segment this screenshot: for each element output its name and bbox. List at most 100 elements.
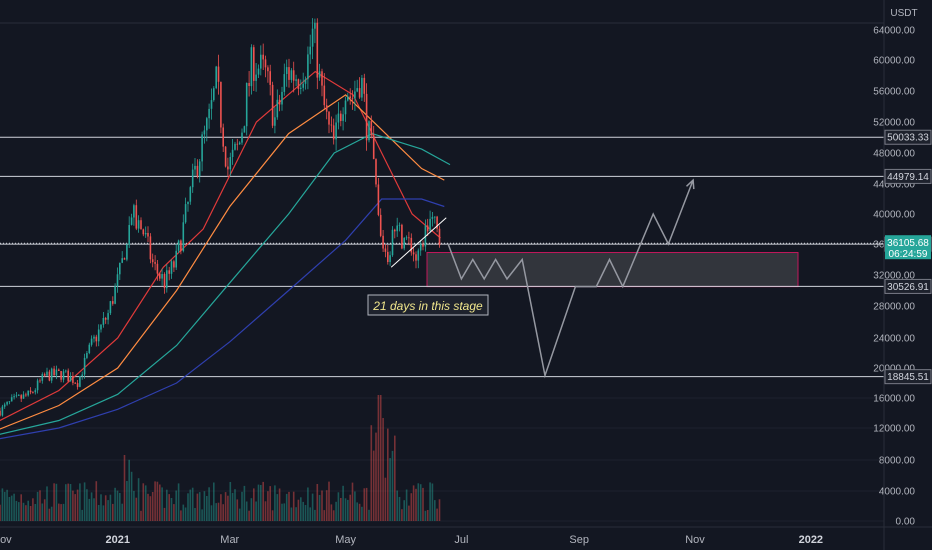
volume-bar xyxy=(391,450,394,521)
y-tick-label: 4000.00 xyxy=(879,487,916,498)
volume-bar xyxy=(86,489,88,521)
volume-bar xyxy=(278,488,281,521)
volume-bar xyxy=(116,490,119,521)
volume-bar xyxy=(137,478,140,521)
candle-body xyxy=(27,390,29,396)
annotation-text: 21 days in this stage xyxy=(372,299,483,313)
candle-body xyxy=(121,258,123,263)
candle-body xyxy=(340,113,342,121)
time-axis[interactable]: Nov 2021 Mar May Jul Sep Nov 2022 xyxy=(0,526,932,546)
volume-bar xyxy=(387,428,389,521)
volume-bar xyxy=(50,506,53,521)
volume-bar xyxy=(107,500,109,521)
y-tick-label: 52000.00 xyxy=(873,118,915,129)
volume-bar xyxy=(271,510,274,521)
candle-body xyxy=(90,338,93,345)
volume-bar xyxy=(180,510,182,521)
candle-body xyxy=(274,117,276,126)
volume-bar xyxy=(175,490,177,521)
volume-bar xyxy=(384,477,387,521)
level-label: 18845.51 xyxy=(887,372,929,383)
volume-bar xyxy=(257,484,260,521)
projection-path[interactable] xyxy=(447,179,694,379)
candle-body xyxy=(243,126,246,133)
candle-body xyxy=(335,122,337,140)
candle-body xyxy=(288,67,290,80)
candle-body xyxy=(438,228,441,246)
volume-bar xyxy=(318,495,321,521)
candle-body xyxy=(1,406,4,416)
candle-body xyxy=(426,225,429,232)
volume-bar xyxy=(206,496,208,521)
volume-bar xyxy=(347,499,349,521)
candle-body xyxy=(22,394,25,399)
level-label: 50033.33 xyxy=(887,133,929,144)
candle-body xyxy=(206,118,208,131)
volume-bar xyxy=(285,493,288,521)
candle-body xyxy=(196,165,199,176)
candle-body xyxy=(410,237,413,253)
volume-bar xyxy=(88,498,91,521)
candle-body xyxy=(203,130,206,135)
candle-body xyxy=(161,274,163,279)
x-tick-label: Mar xyxy=(220,534,239,546)
volume-bar xyxy=(253,488,255,521)
candle-body xyxy=(119,262,121,275)
candle-body xyxy=(349,96,351,99)
candle-body xyxy=(396,225,398,232)
candle-body xyxy=(79,376,81,387)
volume-bar xyxy=(243,485,246,521)
candle-body xyxy=(142,229,145,235)
candle-body xyxy=(419,244,422,251)
candle-body xyxy=(175,250,177,268)
volume-bar xyxy=(95,481,98,521)
candle-body xyxy=(53,368,55,376)
volume-bar xyxy=(177,483,180,521)
candle-body xyxy=(173,261,175,268)
support-zone xyxy=(426,252,799,288)
candle-body xyxy=(144,233,147,235)
candle-body xyxy=(208,108,210,119)
candle-body xyxy=(201,134,203,162)
volume-bar xyxy=(67,483,69,521)
volume-bar xyxy=(281,503,283,521)
candle-body xyxy=(194,165,196,170)
y-tick-label: 20000.00 xyxy=(873,364,915,375)
candle-body xyxy=(133,205,135,218)
volume-bar xyxy=(255,501,257,521)
volume-bar xyxy=(130,471,133,521)
volume-bar xyxy=(424,510,427,521)
volume-bar xyxy=(410,493,413,521)
candle-body xyxy=(114,286,116,304)
grid xyxy=(0,22,884,522)
candle-body xyxy=(128,225,130,245)
candle-body xyxy=(250,47,253,87)
price-axis[interactable]: 64000.00 60000.00 56000.00 52000.00 48000.00… xyxy=(873,0,915,550)
trend-line[interactable] xyxy=(390,217,447,268)
candle-body xyxy=(116,274,119,287)
candle-body xyxy=(351,98,354,100)
candle-body xyxy=(168,270,170,274)
candle-body xyxy=(191,169,194,188)
candle-body xyxy=(147,233,149,237)
candle-body xyxy=(375,159,377,185)
candle-body xyxy=(311,28,314,47)
volume-bar xyxy=(321,490,323,521)
volume-bar xyxy=(405,489,408,521)
candle-body xyxy=(262,54,264,60)
candle-body xyxy=(365,93,368,141)
candle-body xyxy=(224,146,227,167)
volume-bar xyxy=(0,504,1,521)
countdown-label: 06:24:59 xyxy=(889,249,928,260)
level-labels: 50033.3344979.1435977.5530526.9118845.51… xyxy=(884,129,932,385)
volume-bar xyxy=(217,502,220,521)
volume-bar xyxy=(76,489,79,521)
candle-body xyxy=(337,113,340,123)
candle-body xyxy=(39,380,41,382)
volume-bar xyxy=(220,494,222,521)
candle-body xyxy=(342,114,344,121)
volume-bar xyxy=(377,395,380,521)
candle-body xyxy=(271,84,274,126)
candle-body xyxy=(307,54,309,80)
